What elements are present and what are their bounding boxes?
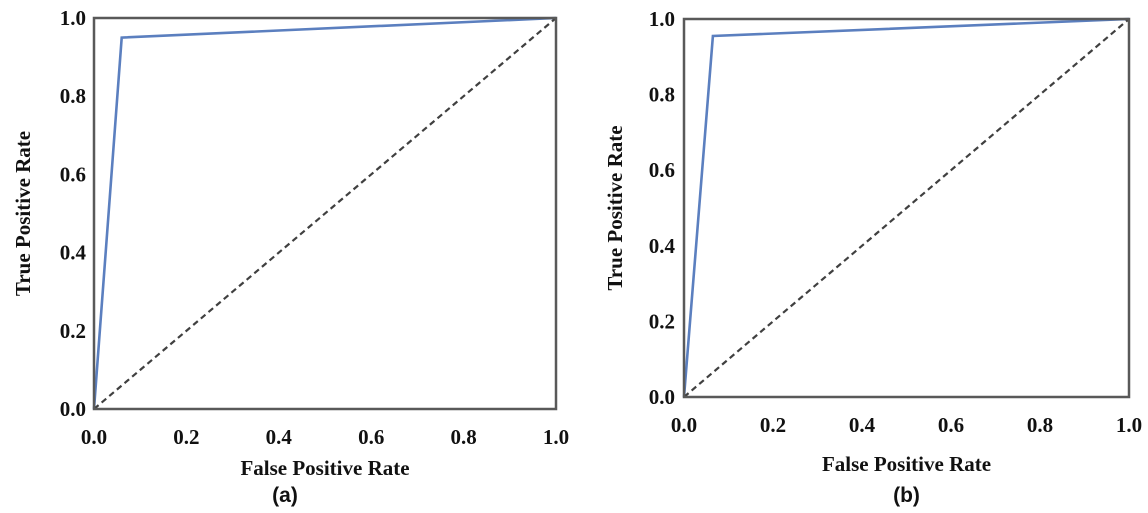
x-tick-label: 0.8 (450, 425, 476, 449)
y-tick-label: 0.8 (649, 83, 675, 107)
y-tick-label: 0.0 (649, 385, 675, 409)
y-tick-label: 0.2 (649, 309, 675, 333)
y-tick-label: 0.6 (649, 158, 675, 182)
plot-frame (682, 17, 1131, 399)
chance-diagonal-line (93, 17, 557, 410)
x-axis-title: False Positive Rate (240, 456, 409, 480)
chance-diagonal-line (683, 18, 1130, 398)
y-tick-label: 0.6 (60, 162, 86, 186)
y-tick-label: 0.4 (60, 241, 87, 265)
y-axis-title: True Positive Rate (603, 125, 627, 290)
y-tick-label: 0.4 (649, 234, 676, 258)
y-tick-label: 1.0 (60, 6, 86, 30)
y-tick-label: 0.2 (60, 319, 86, 343)
x-tick-label: 0.0 (81, 425, 107, 449)
roc-panel-a: 0.0 0.2 0.4 0.6 0.8 1.0 0.0 0.2 0.4 0.6 0.8 1.0 Fals… (11, 6, 569, 507)
x-tick-label: 0.0 (671, 413, 697, 437)
roc-panel-b: 0.0 0.2 0.4 0.6 0.8 1.0 0.0 0.2 0.4 0.6 0.8 1.0 Fals… (603, 7, 1142, 507)
x-tick-label: 0.4 (849, 413, 876, 437)
roc-curve-line (682, 17, 1130, 398)
x-tick-label: 0.6 (938, 413, 964, 437)
plot-frame (92, 16, 558, 411)
x-tick-label: 0.2 (760, 413, 786, 437)
x-tick-label: 0.8 (1027, 413, 1053, 437)
panel-label: (b) (893, 484, 920, 507)
y-axis-title: True Positive Rate (11, 131, 35, 296)
y-tick-label: 0.0 (60, 397, 86, 421)
x-axis-title: False Positive Rate (822, 452, 991, 476)
y-tick-label: 1.0 (649, 7, 675, 31)
x-tick-label: 1.0 (1116, 413, 1142, 437)
x-tick-label: 1.0 (543, 425, 569, 449)
x-tick-label: 0.2 (173, 425, 199, 449)
x-tick-label: 0.6 (358, 425, 384, 449)
panel-label: (a) (272, 484, 298, 507)
roc-curve-line (92, 16, 557, 410)
x-tick-label: 0.4 (266, 425, 293, 449)
y-tick-label: 0.8 (60, 84, 86, 108)
